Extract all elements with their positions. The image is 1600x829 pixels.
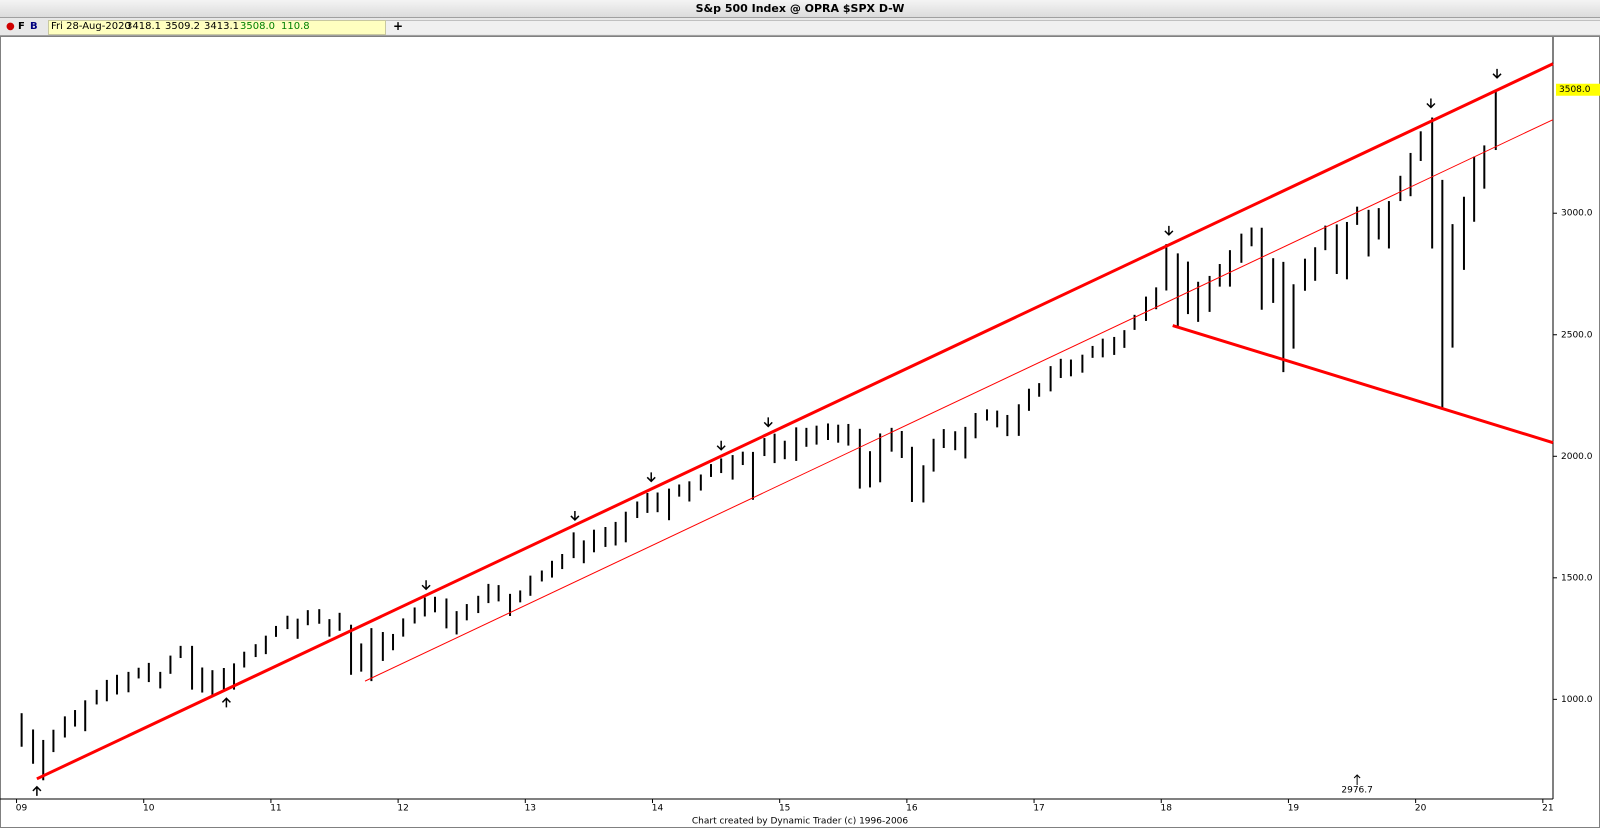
x-tick-label: 16 [906, 804, 918, 814]
down-arrow [1492, 68, 1502, 79]
y-tick-label: 1000.0 [1561, 695, 1593, 705]
x-tick-label: 13 [525, 804, 536, 814]
x-tick-label: 12 [397, 804, 408, 814]
x-tick-label: 19 [1288, 804, 1300, 814]
x-tick-label: 18 [1161, 804, 1173, 814]
window-title: S&p 500 Index @ OPRA $SPX D-W [695, 2, 905, 15]
x-tick-label: 15 [779, 804, 790, 814]
last-price-label: 3508.0 [1559, 85, 1591, 95]
x-tick-label: 09 [16, 804, 28, 814]
cursor-arrow [1353, 774, 1361, 785]
last-price-tag [1556, 83, 1600, 96]
trend-line [364, 119, 1554, 682]
y-tick-label: 2500.0 [1561, 330, 1593, 340]
y-tick-label: 3000.0 [1561, 209, 1593, 219]
y-tick-label: 2000.0 [1561, 452, 1593, 462]
down-arrow [1164, 225, 1174, 236]
toolbar-strip [386, 20, 1600, 34]
down-arrow [716, 440, 726, 451]
down-arrow [763, 417, 773, 428]
f-button[interactable]: F [18, 21, 25, 32]
trend-line [1172, 324, 1554, 445]
quote-high: 3509.2 [165, 21, 200, 32]
down-arrow [421, 580, 431, 591]
trend-line [36, 62, 1554, 781]
quote-close: 3508.0 [240, 21, 275, 32]
cursor-label: 2976.7 [1341, 786, 1373, 796]
toolbar: ● F B Fri 28-Aug-2020 3418.1 3509.2 3413… [0, 18, 1600, 36]
status-dot: ● [6, 21, 15, 32]
quote-low: 3413.1 [204, 21, 239, 32]
quote-change: 110.8 [281, 21, 310, 32]
add-button[interactable]: + [393, 19, 404, 33]
quote-box [48, 20, 386, 35]
x-tick-label: 20 [1415, 804, 1427, 814]
quote-open: 3418.1 [126, 21, 161, 32]
up-arrow [221, 697, 231, 708]
y-tick-label: 1500.0 [1561, 573, 1593, 583]
down-arrow [1426, 98, 1436, 109]
x-tick-label: 17 [1033, 804, 1044, 814]
down-arrow [570, 510, 580, 522]
x-tick-label: 21 [1542, 804, 1553, 814]
x-tick-label: 14 [652, 804, 664, 814]
quote-date: Fri 28-Aug-2020 [51, 21, 131, 32]
footer: Chart created by Dynamic Trader (c) 1996… [692, 817, 909, 827]
down-arrow [646, 472, 656, 483]
up-arrow [32, 785, 42, 796]
x-tick-label: 11 [270, 804, 281, 814]
b-button[interactable]: B [30, 21, 38, 32]
title-bar: S&p 500 Index @ OPRA $SPX D-W [0, 0, 1600, 18]
x-tick-label: 10 [143, 804, 155, 814]
